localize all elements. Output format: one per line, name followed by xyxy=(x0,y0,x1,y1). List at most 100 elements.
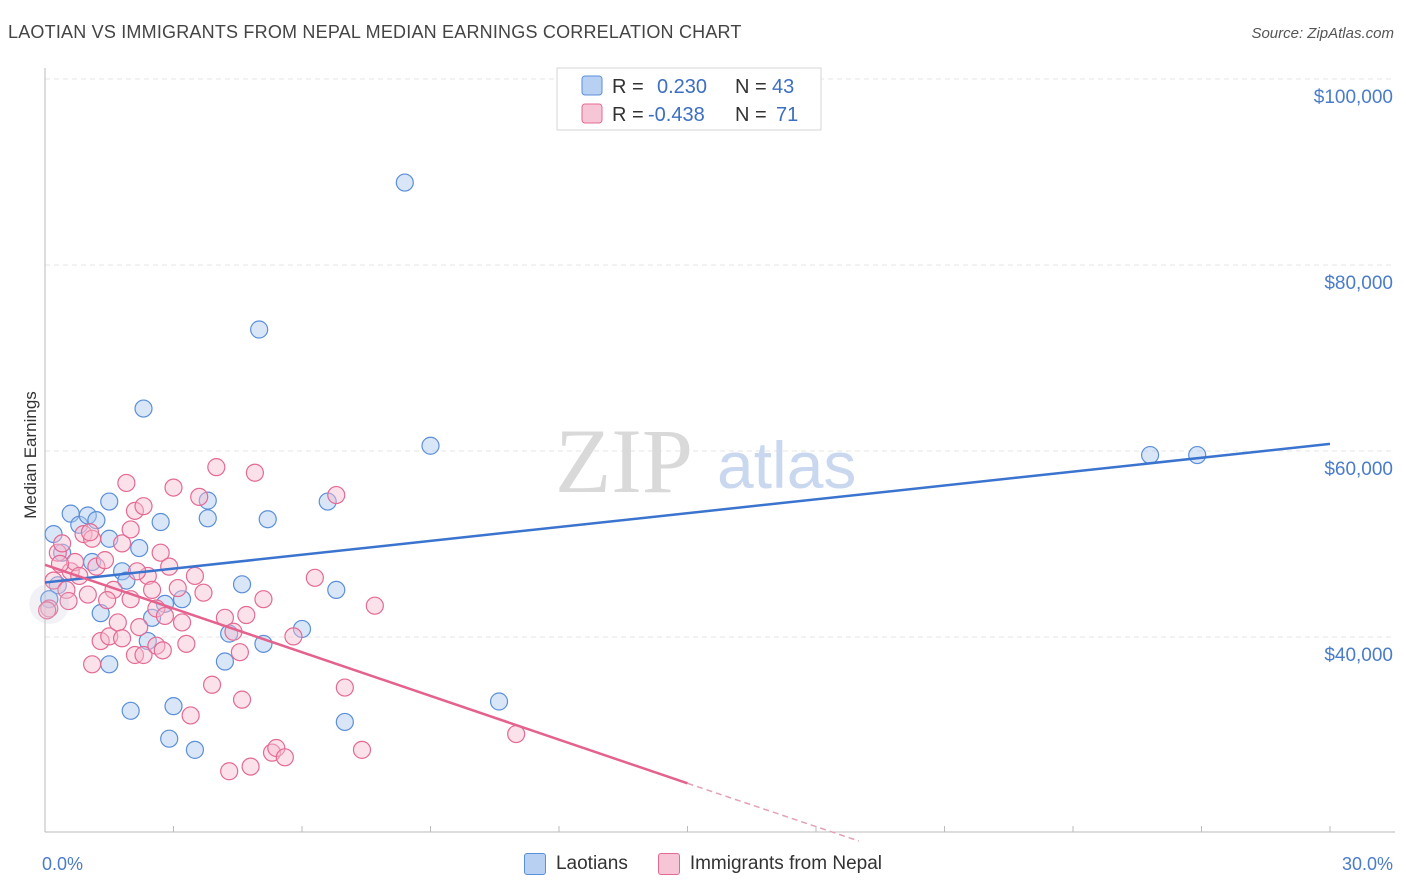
nepal-point-10 xyxy=(83,655,102,674)
legend-n-value-1: 43 xyxy=(772,76,794,98)
nepal-point-49 xyxy=(241,757,260,776)
laotian-point-13 xyxy=(121,701,140,720)
nepal-point-58 xyxy=(335,678,354,697)
bottom-legend-label-nepal: Immigrants from Nepal xyxy=(689,853,882,874)
nepal-point-48 xyxy=(237,605,256,625)
y-tick-label-1: $60,000 xyxy=(1324,459,1393,480)
chart-title: LAOTIAN VS IMMIGRANTS FROM NEPAL MEDIAN … xyxy=(8,22,742,42)
nepal-point-35 xyxy=(164,478,183,497)
nepal-point-32 xyxy=(151,543,170,562)
legend-r-value-1: 0.230 xyxy=(657,76,707,98)
y-tick-label-2: $80,000 xyxy=(1324,273,1393,294)
nepal-point-13 xyxy=(91,631,110,651)
laotian-trend-line xyxy=(44,442,1331,584)
laotian-point-28 xyxy=(232,575,252,594)
nepal-point-29 xyxy=(142,580,162,600)
bottom-legend-label-laotians: Laotians xyxy=(555,853,628,874)
laotian-point-21 xyxy=(164,697,183,716)
nepal-point-37 xyxy=(172,613,192,632)
laotian-point-36 xyxy=(395,173,414,192)
laotian-point-26 xyxy=(215,652,234,671)
legend-r-value-2: -0.438 xyxy=(648,104,705,126)
nepal-trend-line-extension xyxy=(687,782,860,842)
nepal-point-60 xyxy=(365,596,384,615)
laotian-point-15 xyxy=(134,399,153,418)
nepal-point-9 xyxy=(78,585,97,604)
x-tick-label-0: 0.0% xyxy=(42,854,83,874)
legend-swatch-laotians xyxy=(581,75,603,96)
x-tick-label-1: 30.0% xyxy=(1342,854,1393,874)
scatter-points xyxy=(29,173,1207,781)
y-tick-label-3: $100,000 xyxy=(1314,87,1393,108)
laotian-point-34 xyxy=(327,580,346,600)
nepal-trend-line xyxy=(44,563,688,785)
laotian-point-25 xyxy=(198,509,217,528)
y-axis-label: Median Earnings xyxy=(21,391,40,519)
laotian-point-22 xyxy=(172,590,192,609)
nepal-point-41 xyxy=(190,487,209,506)
laotian-point-37 xyxy=(421,436,440,455)
nepal-point-19 xyxy=(112,534,132,553)
nepal-point-42 xyxy=(202,675,222,694)
nepal-point-51 xyxy=(254,590,273,609)
nepal-point-14 xyxy=(95,551,115,570)
tick-labels: $40,000 $60,000 $80,000 $100,000 0.0% 30.0% xyxy=(42,87,1393,874)
y-tick-label-0: $40,000 xyxy=(1324,645,1393,666)
source-label: Source: ZipAtlas.com xyxy=(1251,25,1394,42)
nepal-point-65 xyxy=(80,523,100,542)
nepal-point-66 xyxy=(98,591,117,610)
bottom-legend-swatch-nepal xyxy=(657,853,680,875)
nepal-point-62 xyxy=(38,601,57,620)
nepal-point-36 xyxy=(168,578,187,598)
laotian-point-10 xyxy=(100,492,119,511)
nepal-point-40 xyxy=(185,566,205,586)
nepal-point-17 xyxy=(108,613,127,632)
nepal-point-45 xyxy=(220,762,239,781)
laotian-point-14 xyxy=(130,538,149,558)
laotian-point-1 xyxy=(53,543,72,562)
nepal-point-59 xyxy=(352,740,372,759)
nepal-point-69 xyxy=(194,583,213,602)
nepal-point-68 xyxy=(153,641,172,660)
laotian-point-20 xyxy=(160,729,179,748)
axes xyxy=(44,68,1395,833)
nepal-point-20 xyxy=(117,473,136,493)
nepal-point-64 xyxy=(59,591,78,611)
bottom-legend-swatch-laotians xyxy=(523,853,546,875)
nepal-point-3 xyxy=(53,534,72,553)
bottom-legend: Laotians Immigrants from Nepal xyxy=(0,853,1406,875)
nepal-point-21 xyxy=(121,520,140,539)
nepal-point-2 xyxy=(48,543,67,562)
nepal-point-33 xyxy=(155,606,175,626)
legend-r-label-1: R = xyxy=(612,76,644,98)
laotian-point-31 xyxy=(258,510,277,529)
legend-n-label-1: N = xyxy=(735,76,767,98)
bottom-legend-item-nepal: Immigrants from Nepal xyxy=(657,853,882,875)
watermark: ZIP atlas xyxy=(555,410,856,512)
nepal-point-70 xyxy=(230,643,249,662)
nepal-point-50 xyxy=(245,463,264,482)
nepal-point-43 xyxy=(207,458,226,477)
laotian-point-41 xyxy=(40,590,59,609)
legend: R = 0.230 N = 43 R = -0.438 N = 71 xyxy=(556,67,822,131)
nepal-point-56 xyxy=(305,568,324,587)
nepal-point-39 xyxy=(181,706,200,725)
laotian-point-23 xyxy=(185,740,205,759)
laotian-point-8 xyxy=(100,655,119,674)
nepal-point-6 xyxy=(65,552,85,572)
nepal-point-24 xyxy=(125,501,145,520)
nepal-point-34 xyxy=(160,557,179,576)
legend-swatch-nepal xyxy=(581,103,603,124)
trend-lines xyxy=(44,442,1331,842)
grid-lines xyxy=(45,78,1395,638)
laotian-point-18 xyxy=(151,512,170,532)
laotian-point-39 xyxy=(1140,445,1160,465)
nepal-point-38 xyxy=(177,634,196,653)
laotian-point-38 xyxy=(489,692,509,711)
nepal-point-47 xyxy=(232,690,252,709)
bottom-legend-item-laotians: Laotians xyxy=(523,853,628,875)
nepal-point-55 xyxy=(284,627,303,646)
legend-n-value-2: 71 xyxy=(776,104,798,126)
legend-r-label-2: R = xyxy=(612,104,644,126)
